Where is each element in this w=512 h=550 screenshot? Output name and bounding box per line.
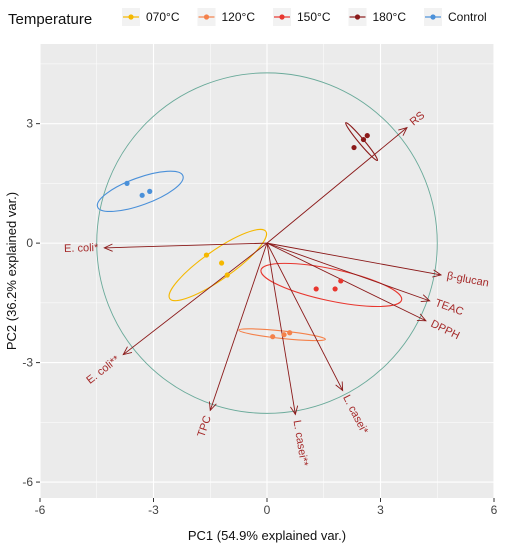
loading-arrowhead [398, 126, 408, 136]
legend-entry: Control [424, 8, 487, 26]
loading-arrowhead [103, 243, 113, 252]
ellipse-120°C [238, 328, 326, 342]
x-ticks: -6 -3 0 3 6 [35, 498, 498, 517]
legend-label: 120°C [222, 10, 256, 24]
point-150°C [313, 286, 319, 292]
point-120°C [270, 334, 276, 340]
x-tick-label: 6 [491, 503, 498, 517]
legend: Temperature 070°C 120°C 150°C 180°C Control [8, 8, 487, 28]
loading-arrowhead [416, 313, 427, 322]
point-070°C [203, 252, 210, 258]
x-tick-label: -3 [148, 503, 159, 517]
x-tick-label: 0 [264, 503, 271, 517]
point-120°C [287, 330, 293, 336]
point-150°C [332, 286, 338, 292]
point-Control [124, 180, 130, 186]
points [124, 132, 370, 340]
legend-key-point [279, 14, 285, 20]
legend-label: 070°C [146, 10, 180, 24]
point-180°C [360, 136, 367, 143]
x-tick-label: 3 [377, 503, 384, 517]
point-Control [147, 188, 153, 194]
legend-key-point [430, 14, 436, 20]
point-150°C [338, 278, 344, 284]
x-axis-title: PC1 (54.9% explained var.) [188, 528, 346, 543]
legend-entry: 070°C [122, 8, 180, 26]
correlation-circle [96, 72, 438, 414]
ellipse-150°C [260, 262, 403, 308]
loading-arrow [266, 127, 408, 244]
loading-arrowhead [420, 294, 431, 303]
y-axis-title: PC2 (36.2% explained var.) [4, 192, 19, 350]
y-tick-label: 3 [26, 117, 33, 131]
loading-arrowhead [208, 401, 217, 412]
loading-label: E. coli* [64, 242, 99, 255]
point-180°C [364, 132, 370, 139]
legend-label: Control [448, 10, 487, 24]
loading-arrow [266, 242, 427, 322]
legend-label: 150°C [297, 10, 331, 24]
legend-key-point [354, 14, 361, 20]
legend-entry: 150°C [273, 8, 331, 26]
x-tick-label: -6 [35, 503, 46, 517]
legend-key-point [203, 14, 210, 20]
legend-label: 180°C [373, 10, 407, 24]
loading-arrow [266, 243, 296, 415]
point-070°C [219, 260, 225, 266]
point-120°C [281, 332, 287, 338]
y-tick-label: -3 [22, 356, 33, 370]
loading-arrow [266, 242, 430, 302]
loading-arrow [104, 242, 268, 249]
point-180°C [351, 144, 357, 151]
legend-title: Temperature [8, 11, 92, 28]
loading-arrow [266, 242, 344, 391]
ellipse-Control [96, 170, 184, 213]
loading-arrow [209, 242, 268, 411]
loading-arrowhead [290, 405, 299, 416]
loading-arrow [266, 242, 442, 276]
legend-entries: 070°C 120°C 150°C 180°C Control [122, 8, 487, 26]
y-tick-label: -6 [22, 475, 33, 489]
legend-entry: 120°C [197, 8, 256, 26]
legend-entry: 180°C [348, 8, 407, 26]
loading-arrowhead [335, 381, 344, 392]
loading-arrowhead [122, 346, 133, 356]
loading-arrow [122, 242, 268, 355]
legend-key-point [128, 14, 134, 20]
point-Control [139, 192, 145, 198]
y-ticks: -6 -3 0 3 [22, 117, 40, 489]
y-tick-label: 0 [26, 236, 33, 250]
point-070°C [224, 272, 230, 278]
loading-arrowhead [432, 269, 443, 278]
